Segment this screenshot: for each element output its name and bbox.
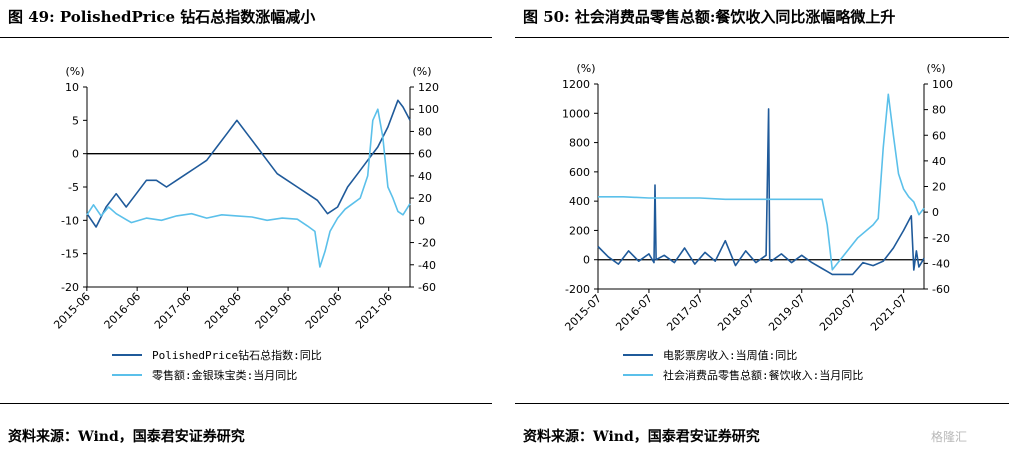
- left-tick-label: 200: [569, 224, 590, 237]
- right-tick-label: -60: [418, 281, 436, 294]
- x-tick-label: 2015-06: [51, 290, 93, 332]
- left-tick-label: -15: [61, 248, 79, 261]
- x-tick-label: 2020-06: [303, 290, 345, 332]
- right-tick-label: 60: [932, 129, 946, 142]
- left-tick-label: 800: [569, 137, 590, 150]
- watermark-logo: 格隆汇: [931, 430, 968, 444]
- left-tick-label: 400: [569, 195, 590, 208]
- left-tick-label: 0: [583, 254, 590, 267]
- title-rule: [0, 37, 492, 38]
- x-tick-label: 2018-07: [715, 292, 757, 334]
- right-tick-label: 120: [418, 81, 439, 94]
- series-line-secondary: [598, 93, 925, 271]
- right-tick-label: -20: [418, 237, 436, 250]
- x-tick-label: 2017-06: [152, 290, 194, 332]
- right-tick-label: 100: [418, 103, 439, 116]
- figure-49-panel: 图 49: PolishedPrice 钻石总指数涨幅减小 (%) (%) 10 5 0…: [0, 0, 492, 451]
- x-tick-label: 2017-07: [664, 292, 706, 334]
- right-tick-label: -60: [932, 283, 950, 296]
- source-note: 资料来源：Wind，国泰君安证券研究: [8, 429, 245, 445]
- polished-price-chart: (%) (%) 10 5 0 -5 -10 -15 -20 120 100 80 60 40 20 0 -20 -…: [51, 65, 439, 382]
- left-tick-label: -5: [68, 181, 79, 194]
- right-tick-label: 20: [932, 181, 946, 194]
- left-tick-label: 10: [65, 81, 79, 94]
- right-tick-label: 40: [418, 170, 432, 183]
- legend-label: 社会消费品零售总额:餐饮收入:当月同比: [663, 368, 863, 382]
- x-tick-label: 2015-07: [562, 292, 604, 334]
- right-tick-label: 80: [932, 104, 946, 117]
- source-rule: [515, 403, 1009, 404]
- x-tick-label: 2016-07: [613, 292, 655, 334]
- x-tick-label: 2018-06: [202, 290, 244, 332]
- right-tick-label: 80: [418, 125, 432, 138]
- series-line-secondary: [86, 108, 411, 268]
- x-tick-label: 2021-07: [868, 292, 910, 334]
- right-tick-label: 40: [932, 155, 946, 168]
- right-unit-label: (%): [412, 65, 431, 78]
- right-tick-label: 60: [418, 148, 432, 161]
- left-unit-label: (%): [65, 65, 84, 78]
- left-tick-label: -10: [61, 214, 79, 227]
- series-line-primary: [86, 99, 411, 228]
- right-unit-label: (%): [926, 62, 945, 75]
- legend-label: PolishedPrice钻石总指数:同比: [152, 348, 322, 362]
- right-tick-label: 0: [418, 214, 425, 227]
- x-tick-label: 2020-07: [817, 292, 859, 334]
- source-note: 资料来源：Wind，国泰君安证券研究: [523, 429, 760, 445]
- right-tick-label: 0: [932, 206, 939, 219]
- title-rule: [515, 37, 1009, 38]
- x-tick-label: 2019-07: [766, 292, 808, 334]
- figure-title: 图 49: PolishedPrice 钻石总指数涨幅减小: [8, 8, 316, 26]
- figure-50-panel: 图 50: 社会消费品零售总额:餐饮收入同比涨幅略微上升 (%) (%) 1200 1…: [515, 0, 1009, 451]
- x-tick-label: 2016-06: [102, 290, 144, 332]
- legend-label: 零售额:金银珠宝类:当月同比: [152, 368, 297, 382]
- right-tick-label: 100: [932, 78, 953, 91]
- left-tick-label: 1000: [562, 107, 590, 120]
- x-tick-label: 2021-06: [353, 290, 395, 332]
- catering-revenue-chart: (%) (%)120010008006004002000-200100806040…: [562, 62, 953, 382]
- left-tick-label: 0: [72, 148, 79, 161]
- series-line-primary: [597, 108, 925, 276]
- left-tick-label: -200: [565, 283, 590, 296]
- left-tick-label: 1200: [562, 78, 590, 91]
- legend-label: 电影票房收入:当周值:同比: [663, 348, 797, 362]
- right-tick-label: -20: [932, 232, 950, 245]
- source-rule: [0, 403, 492, 404]
- figure-title: 图 50: 社会消费品零售总额:餐饮收入同比涨幅略微上升: [523, 8, 896, 26]
- left-unit-label: (%): [576, 62, 595, 75]
- left-tick-label: 600: [569, 166, 590, 179]
- right-tick-label: -40: [932, 257, 950, 270]
- left-tick-label: 5: [72, 114, 79, 127]
- right-tick-label: 20: [418, 192, 432, 205]
- left-tick-label: -20: [61, 281, 79, 294]
- right-tick-label: -40: [418, 259, 436, 272]
- x-tick-label: 2019-06: [253, 290, 295, 332]
